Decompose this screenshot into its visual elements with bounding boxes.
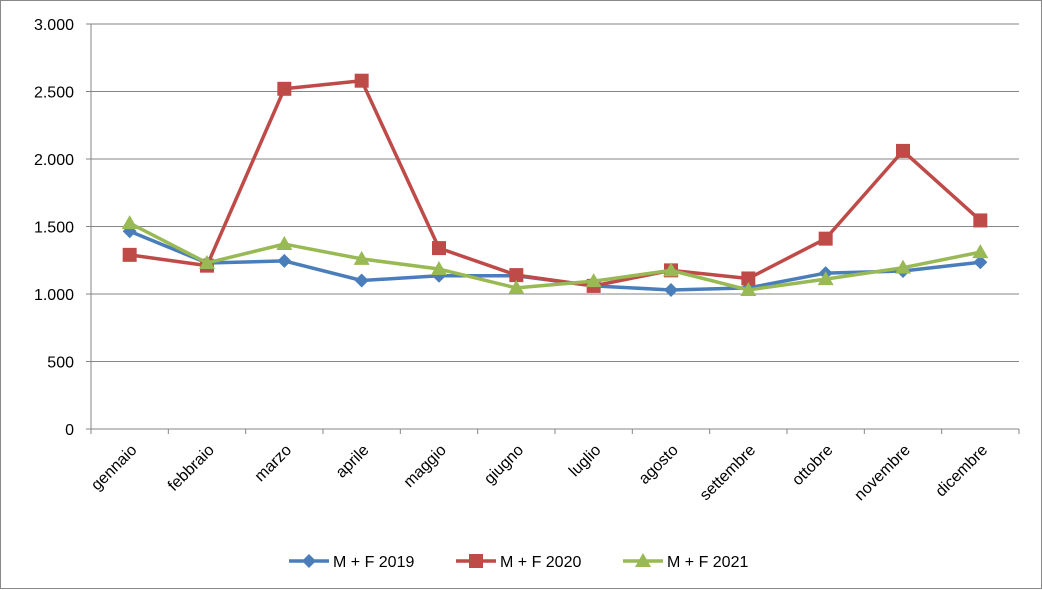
data-point bbox=[973, 213, 988, 228]
legend-marker bbox=[469, 554, 483, 568]
data-point bbox=[817, 271, 834, 286]
data-point bbox=[354, 273, 369, 288]
data-point bbox=[508, 279, 525, 294]
y-tick-label: 0 bbox=[65, 422, 74, 439]
legend-marker bbox=[635, 553, 651, 567]
y-tick-label: 2.500 bbox=[34, 85, 74, 102]
series-line-2 bbox=[129, 78, 982, 288]
data-point bbox=[663, 262, 679, 277]
x-tick-label: luglio bbox=[566, 442, 605, 481]
x-tick-label: novembre bbox=[851, 442, 913, 504]
y-tick-label: 500 bbox=[47, 355, 74, 372]
y-tick-label: 1.000 bbox=[34, 287, 74, 304]
x-tick-label: febbraio bbox=[165, 442, 218, 495]
legend-label: M + F 2019 bbox=[333, 554, 414, 571]
data-point bbox=[276, 236, 293, 251]
x-tick-label: gennaio bbox=[88, 442, 140, 494]
data-point bbox=[664, 282, 678, 297]
x-tick-label: giugno bbox=[481, 442, 527, 488]
data-point bbox=[277, 81, 292, 96]
x-tick-label: agosto bbox=[636, 442, 682, 488]
x-tick-label: ottobre bbox=[789, 442, 836, 489]
data-point bbox=[121, 215, 138, 230]
series-line-3 bbox=[128, 221, 981, 292]
data-point bbox=[818, 231, 833, 246]
x-tick-label: maggio bbox=[401, 442, 450, 491]
data-point bbox=[972, 244, 989, 259]
data-point bbox=[740, 281, 757, 296]
legend-label: M + F 2021 bbox=[667, 554, 748, 571]
data-point bbox=[741, 271, 756, 286]
data-point bbox=[895, 259, 911, 274]
x-tick-label: marzo bbox=[252, 442, 296, 486]
data-point bbox=[432, 241, 446, 256]
data-point bbox=[585, 273, 602, 288]
y-tick-label: 3.000 bbox=[34, 17, 74, 34]
y-tick-label: 1.500 bbox=[34, 220, 74, 237]
y-tick-label: 2.000 bbox=[34, 152, 74, 169]
data-point bbox=[509, 268, 524, 283]
x-tick-label: settembre bbox=[697, 442, 759, 504]
data-point bbox=[199, 254, 215, 269]
data-point bbox=[896, 143, 910, 158]
data-point bbox=[277, 253, 292, 268]
data-point bbox=[353, 250, 370, 265]
data-point bbox=[431, 261, 447, 276]
data-point bbox=[354, 73, 369, 88]
legend-label: M + F 2020 bbox=[500, 554, 581, 571]
legend-marker bbox=[302, 554, 316, 568]
data-point bbox=[973, 255, 988, 270]
x-tick-label: dicembre bbox=[933, 442, 992, 501]
data-point bbox=[122, 247, 137, 262]
x-tick-label: aprile bbox=[333, 442, 373, 482]
